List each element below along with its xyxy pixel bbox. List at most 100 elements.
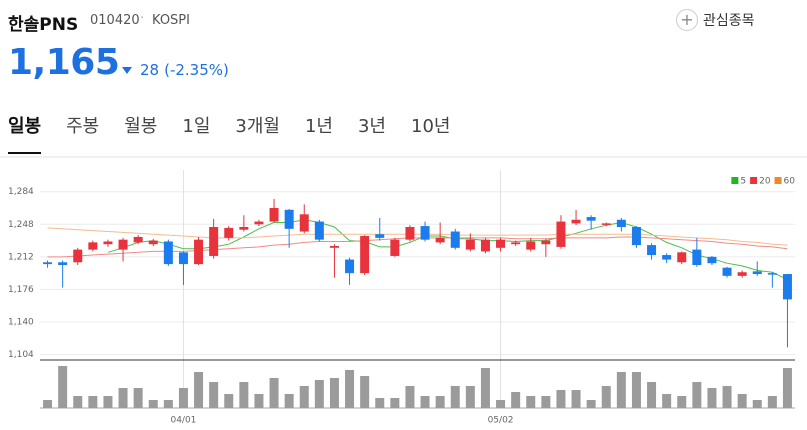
volume-bar (435, 396, 445, 408)
volume-bar (571, 390, 581, 408)
change-value: 28 (140, 61, 160, 79)
candle-body (631, 227, 641, 246)
volume-bar (163, 400, 173, 408)
tab[interactable]: 3개월 (235, 116, 280, 137)
volume-bar (375, 398, 385, 408)
candle-body (662, 255, 672, 260)
legend-swatch (731, 177, 739, 184)
volume-bar (118, 388, 128, 408)
watch-label: 관심종목 (703, 13, 755, 29)
change: 28 (-2.35%) (122, 61, 229, 79)
volume-bar (752, 400, 762, 408)
volume-bar (345, 370, 355, 408)
volume-bar (194, 372, 204, 408)
candle-body (178, 252, 188, 265)
candle-body (103, 241, 113, 245)
volume-bar (133, 388, 143, 408)
volume-bar (601, 386, 611, 408)
volume-bar (677, 396, 687, 408)
ma-line (47, 227, 788, 246)
separator: · (140, 11, 145, 26)
volume-bar (88, 396, 98, 408)
candle-body (314, 221, 324, 240)
volume-bar (526, 396, 536, 408)
volume-bar (556, 390, 566, 408)
candle-body (194, 239, 204, 265)
x-tick-label: 05/02 (488, 416, 514, 426)
volume-bar (480, 368, 490, 408)
candle-body (375, 234, 385, 238)
volume-bar (43, 400, 53, 408)
volume-bar (299, 386, 309, 408)
volume-bar (496, 400, 506, 408)
candle-body (345, 259, 355, 274)
candle-body (329, 246, 339, 248)
volume-bar (767, 396, 777, 408)
volume-bar (405, 386, 415, 408)
candle-body (767, 273, 777, 275)
volume-bar (692, 382, 702, 408)
candle-body (616, 219, 626, 227)
tab[interactable]: 월봉 (124, 116, 158, 137)
volume-bar (254, 394, 264, 408)
candle-body (556, 221, 566, 247)
volume-bar (541, 396, 551, 408)
candle-body (496, 239, 506, 248)
candle-body (254, 221, 264, 225)
candle-body (480, 239, 490, 252)
tab[interactable]: 주봉 (66, 116, 100, 137)
candle-body (465, 239, 475, 250)
candle-body (118, 239, 128, 250)
tab[interactable]: 1년 (304, 116, 333, 137)
volume-bar (209, 382, 219, 408)
candle-body (420, 226, 430, 240)
legend-label: 5 (740, 177, 746, 187)
tab[interactable]: 1일 (182, 116, 211, 137)
legend-swatch (750, 177, 758, 184)
candle-body (299, 214, 309, 232)
tabs: 일봉 주봉 월봉 1일 3개월 1년 3년 10년 (8, 112, 475, 154)
y-tick-label: 1,140 (8, 318, 34, 328)
candle-body (647, 245, 657, 256)
legend-label: 60 (784, 177, 796, 187)
volume-bar (662, 394, 672, 408)
volume-bar (631, 372, 641, 408)
watch-button[interactable]: + 관심종목 (676, 9, 755, 31)
volume-bar (647, 382, 657, 408)
candle-body (722, 267, 732, 276)
candle-body (737, 272, 747, 276)
candle-body (360, 236, 370, 274)
candle-body (405, 227, 415, 240)
candle-body (450, 231, 460, 248)
candle-body (707, 256, 717, 264)
candle-body (390, 239, 400, 256)
volume-bar (178, 388, 188, 408)
candle-body (224, 227, 234, 238)
candle-body (73, 249, 83, 263)
volume-bar (58, 366, 68, 408)
tab[interactable]: 10년 (411, 116, 451, 137)
tab[interactable]: 일봉 (8, 112, 42, 154)
x-tick-label: 04/01 (170, 416, 196, 426)
candle-body (541, 240, 551, 245)
candle-body (88, 242, 98, 250)
change-pct: (-2.35%) (164, 61, 229, 79)
volume-bar (420, 396, 430, 408)
tab[interactable]: 3년 (357, 116, 386, 137)
candle-body (435, 237, 445, 243)
volume-bar (450, 386, 460, 408)
volume-bar (465, 386, 475, 408)
stock-name: 한솔PNS (8, 15, 79, 35)
volume-bar (511, 392, 521, 408)
volume-bar (390, 398, 400, 408)
volume-bar (782, 368, 792, 408)
y-tick-label: 1,248 (8, 220, 34, 230)
volume-bar (103, 396, 113, 408)
volume-bar (737, 394, 747, 408)
volume-bar (586, 400, 596, 408)
volume-bar (239, 382, 249, 408)
volume-bar (148, 400, 158, 408)
candle-body (511, 242, 521, 245)
